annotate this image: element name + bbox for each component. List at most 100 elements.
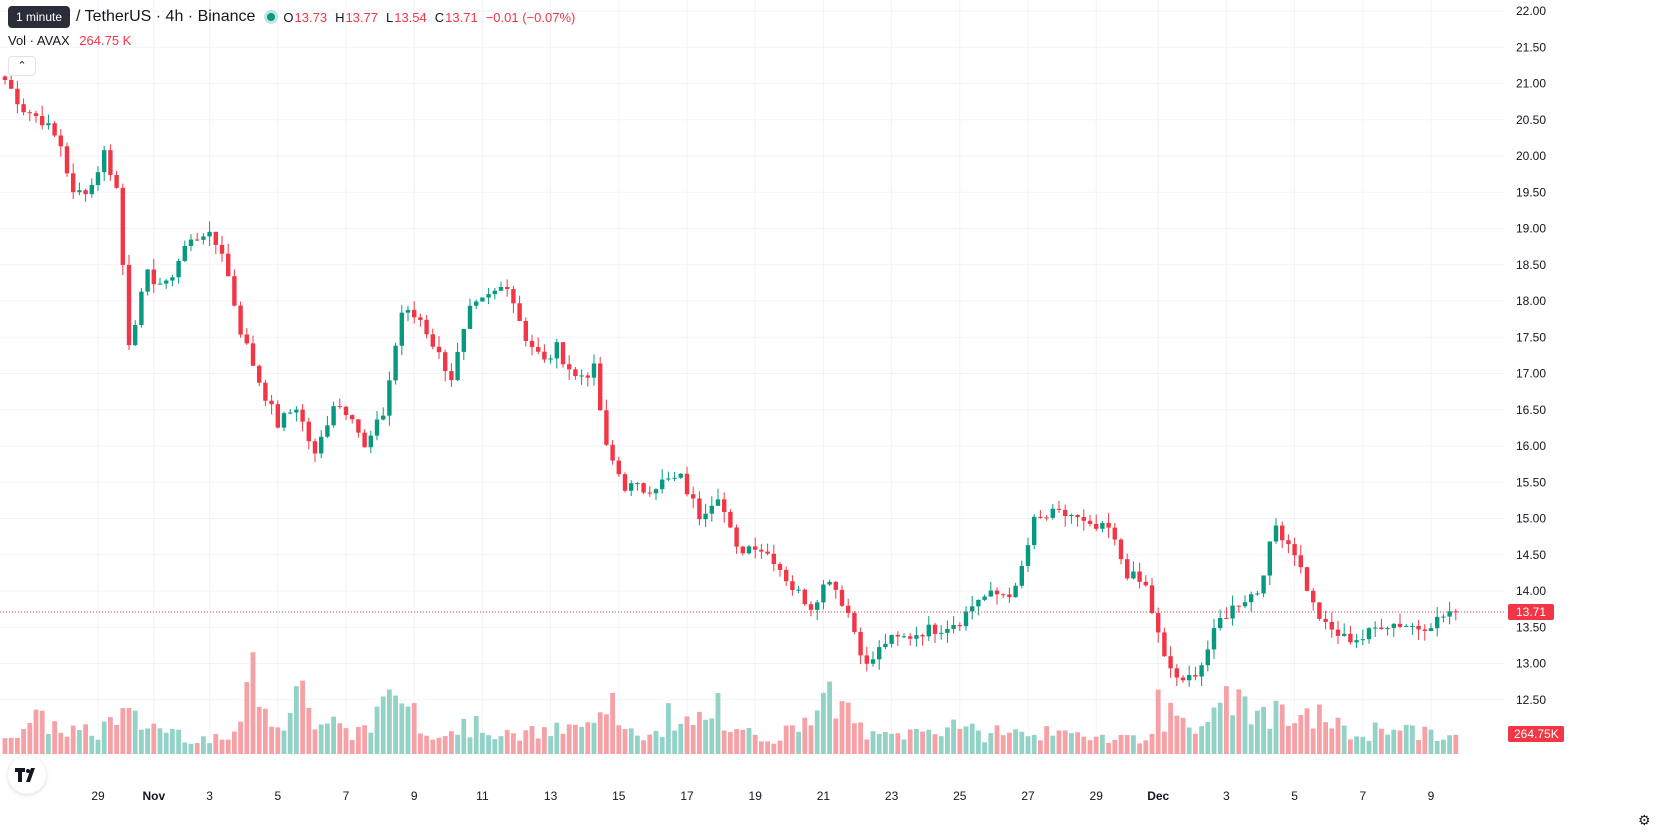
candle-body [1428, 628, 1434, 631]
candle-body [1081, 517, 1086, 521]
candle-body [771, 553, 776, 565]
candle-body [294, 409, 299, 413]
candle-body [1211, 628, 1217, 650]
volume-bar [740, 729, 746, 754]
candle-body [250, 343, 256, 366]
gear-icon[interactable]: ⚙ [1638, 812, 1651, 828]
volume-bar [1255, 710, 1260, 754]
candle-body [1162, 632, 1167, 657]
candle-body [1447, 611, 1452, 617]
volume-bar [1428, 729, 1434, 754]
market-status-icon[interactable] [267, 13, 276, 21]
candle-body [95, 172, 101, 186]
volume-bar [870, 731, 876, 754]
candle-body [9, 80, 14, 89]
volume-bar [300, 680, 305, 754]
candle-body [585, 375, 590, 378]
price-tick-label: 13.00 [1516, 657, 1546, 671]
candle-body [46, 123, 51, 126]
volume-bar [876, 733, 882, 754]
volume-bar [734, 729, 739, 754]
volume-bar [1292, 723, 1297, 754]
candle-body [1106, 522, 1111, 528]
volume-bar [145, 728, 150, 754]
candle-body [777, 564, 783, 570]
volume-bar [405, 706, 411, 754]
price-tick-label: 22.00 [1516, 4, 1546, 18]
candle-body [808, 604, 814, 610]
chevron-up-icon: ⌃ [17, 60, 27, 72]
candle-body [678, 473, 683, 478]
volume-bar [504, 730, 510, 754]
candle-body [238, 305, 243, 335]
volume-bar [1075, 732, 1080, 754]
volume-bar [1180, 717, 1186, 754]
low-value: 13.54 [394, 9, 427, 25]
price-axis[interactable]: 22.00 21.50 21.00 20.50 20.00 19.50 19.00 18.50… [1508, 4, 1564, 742]
volume-bar [163, 732, 169, 754]
tradingview-logo[interactable] [8, 756, 46, 794]
candle-body [1050, 508, 1055, 518]
candle-body [1379, 627, 1384, 630]
volume-bar [33, 709, 39, 754]
candle-body [660, 479, 665, 490]
candle-body [529, 340, 535, 348]
volume-bar [1038, 740, 1043, 754]
price-tick-label: 13.50 [1516, 620, 1546, 634]
candle-body [1125, 559, 1130, 579]
price-tick-label: 18.00 [1516, 294, 1546, 308]
candle-body [982, 596, 987, 600]
volume-bar [1019, 731, 1025, 754]
volume-bar [1397, 730, 1403, 754]
symbol-legend: 1 minute / TetherUS · 4h · Binance O 13.… [8, 6, 583, 28]
volume-bar [1168, 702, 1173, 754]
price-tick-label: 20.00 [1516, 149, 1546, 163]
candle-body [1063, 509, 1068, 516]
volume-bar [635, 735, 640, 754]
candle-body [108, 150, 113, 175]
candle-body [1286, 540, 1291, 545]
time-tick-label: Dec [1147, 789, 1169, 803]
time-axis[interactable]: 29 Nov 3 5 7 9 11 13 15 17 19 21 23 25 27 29 Dec 3 5 7 9 [91, 789, 1434, 803]
volume-bar [21, 729, 26, 754]
symbol-title[interactable]: / TetherUS · 4h · Binance [76, 8, 256, 25]
volume-bar [46, 734, 51, 754]
volume-bar [1248, 724, 1254, 754]
price-tick-label: 20.50 [1516, 113, 1546, 127]
volume-bar [151, 723, 157, 754]
price-tick-label: 15.00 [1516, 512, 1546, 526]
volume-bar [1217, 702, 1223, 754]
candle-body [579, 375, 584, 377]
volume-bar [52, 721, 57, 754]
volume-bar [833, 718, 839, 754]
candle-body [815, 602, 820, 610]
candle-body [1032, 516, 1037, 546]
volume-bar [988, 733, 994, 754]
candle-body [337, 406, 342, 408]
volume-bar [182, 742, 188, 754]
volume-bar [808, 725, 814, 754]
candle-body [1366, 628, 1372, 640]
candle-body [734, 527, 739, 547]
volume-bar [858, 722, 863, 754]
volume-bar [1224, 686, 1229, 754]
volume-bar [1205, 721, 1211, 754]
candle-body [306, 421, 311, 442]
candle-body [393, 345, 398, 381]
candle-body [263, 382, 268, 401]
volume-bar [920, 731, 925, 754]
volume-bar [1366, 740, 1372, 754]
volume-bar [1062, 730, 1068, 754]
candle-body [430, 334, 435, 347]
candle-body [610, 444, 615, 461]
time-tick-label: 3 [1223, 789, 1230, 803]
candle-body [1087, 520, 1093, 524]
collapse-legend-button[interactable]: ⌃ [8, 56, 36, 76]
time-tick-label: 15 [612, 789, 626, 803]
price-tick-label: 14.50 [1516, 548, 1546, 562]
volume-bar [213, 734, 219, 754]
price-tick-label: 18.50 [1516, 258, 1546, 272]
candle-body [1267, 541, 1272, 576]
volume-bar [560, 733, 566, 754]
